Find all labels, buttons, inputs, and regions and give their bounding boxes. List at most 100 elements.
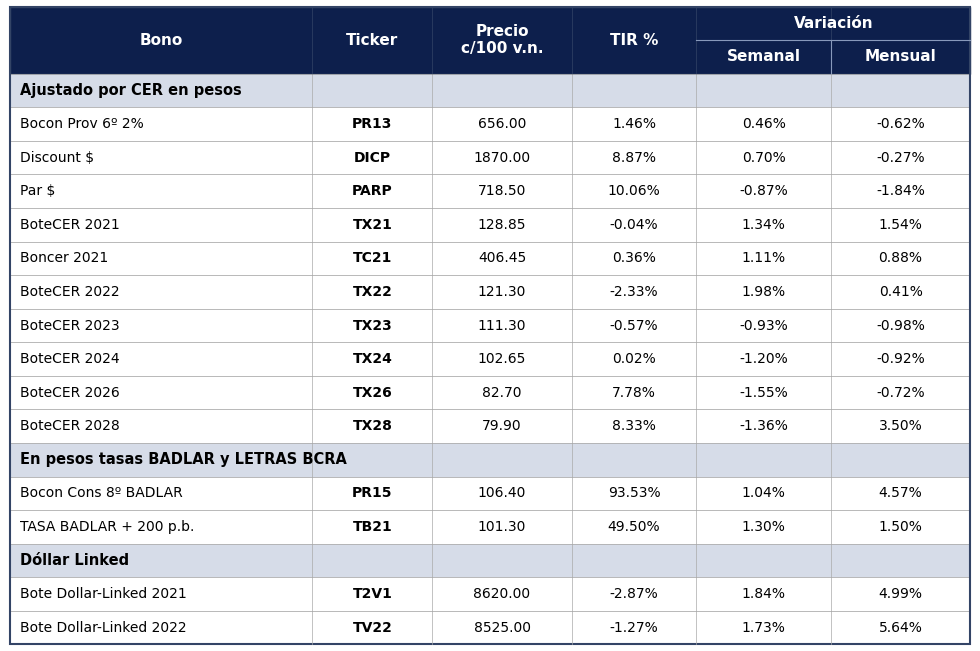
Text: 82.70: 82.70 <box>482 385 521 400</box>
Text: -1.36%: -1.36% <box>739 419 788 433</box>
Text: 8.87%: 8.87% <box>612 150 656 165</box>
Text: Bocon Prov 6º 2%: Bocon Prov 6º 2% <box>20 117 143 131</box>
Text: BoteCER 2024: BoteCER 2024 <box>20 352 120 366</box>
Bar <box>10 242 970 275</box>
Text: -1.20%: -1.20% <box>739 352 788 366</box>
Text: 1.84%: 1.84% <box>742 587 786 601</box>
Bar <box>10 409 970 443</box>
Bar <box>10 309 970 342</box>
Text: 1.04%: 1.04% <box>742 486 786 501</box>
Text: 0.41%: 0.41% <box>879 285 922 299</box>
Text: -0.72%: -0.72% <box>876 385 925 400</box>
Text: -0.98%: -0.98% <box>876 318 925 333</box>
Text: -1.84%: -1.84% <box>876 184 925 198</box>
Text: TB21: TB21 <box>353 520 392 534</box>
Text: 1.30%: 1.30% <box>742 520 786 534</box>
Text: 656.00: 656.00 <box>478 117 526 131</box>
Text: -0.27%: -0.27% <box>876 150 925 165</box>
Text: Par $: Par $ <box>20 184 55 198</box>
Text: 1870.00: 1870.00 <box>473 150 530 165</box>
Text: 101.30: 101.30 <box>478 520 526 534</box>
Text: PR15: PR15 <box>352 486 393 501</box>
Text: 8525.00: 8525.00 <box>473 620 530 635</box>
Text: Bocon Cons 8º BADLAR: Bocon Cons 8º BADLAR <box>20 486 182 501</box>
Text: En pesos tasas BADLAR y LETRAS BCRA: En pesos tasas BADLAR y LETRAS BCRA <box>20 452 347 467</box>
Text: 3.50%: 3.50% <box>879 419 922 433</box>
Bar <box>10 544 970 577</box>
Text: 93.53%: 93.53% <box>608 486 661 501</box>
Text: DICP: DICP <box>354 150 391 165</box>
Text: Ticker: Ticker <box>346 33 399 48</box>
Bar <box>10 376 970 409</box>
Text: BoteCER 2026: BoteCER 2026 <box>20 385 120 400</box>
Text: PR13: PR13 <box>352 117 393 131</box>
Text: 8620.00: 8620.00 <box>473 587 530 601</box>
Text: 1.54%: 1.54% <box>879 218 922 232</box>
Text: 0.70%: 0.70% <box>742 150 786 165</box>
Text: TX26: TX26 <box>353 385 392 400</box>
Bar <box>10 141 970 174</box>
Text: -0.93%: -0.93% <box>739 318 788 333</box>
Text: 10.06%: 10.06% <box>608 184 661 198</box>
Text: 4.57%: 4.57% <box>879 486 922 501</box>
Text: 718.50: 718.50 <box>478 184 526 198</box>
Text: 0.88%: 0.88% <box>879 251 922 266</box>
Text: 8.33%: 8.33% <box>612 419 656 433</box>
Text: TX23: TX23 <box>353 318 392 333</box>
Text: -0.04%: -0.04% <box>610 218 659 232</box>
Text: TC21: TC21 <box>353 251 392 266</box>
Text: Semanal: Semanal <box>727 49 801 64</box>
Text: 49.50%: 49.50% <box>608 520 661 534</box>
Text: Discount $: Discount $ <box>20 150 94 165</box>
Bar <box>10 342 970 376</box>
Text: 1.73%: 1.73% <box>742 620 786 635</box>
Text: 1.11%: 1.11% <box>742 251 786 266</box>
Text: 1.50%: 1.50% <box>879 520 922 534</box>
Text: 79.90: 79.90 <box>482 419 521 433</box>
Text: Variación: Variación <box>794 16 873 31</box>
Bar <box>10 443 970 477</box>
Text: -1.55%: -1.55% <box>739 385 788 400</box>
Text: TX21: TX21 <box>353 218 392 232</box>
Text: 0.46%: 0.46% <box>742 117 786 131</box>
Text: 1.98%: 1.98% <box>742 285 786 299</box>
Bar <box>10 7 970 74</box>
Text: Bote Dollar-Linked 2022: Bote Dollar-Linked 2022 <box>20 620 186 635</box>
Bar <box>10 174 970 208</box>
Text: 406.45: 406.45 <box>478 251 526 266</box>
Text: TIR %: TIR % <box>610 33 659 48</box>
Bar <box>10 208 970 242</box>
Text: 111.30: 111.30 <box>478 318 526 333</box>
Text: PARP: PARP <box>352 184 393 198</box>
Text: Bote Dollar-Linked 2021: Bote Dollar-Linked 2021 <box>20 587 186 601</box>
Text: BoteCER 2028: BoteCER 2028 <box>20 419 120 433</box>
Text: Boncer 2021: Boncer 2021 <box>20 251 108 266</box>
Text: T2V1: T2V1 <box>353 587 392 601</box>
Text: 121.30: 121.30 <box>478 285 526 299</box>
Bar <box>10 577 970 611</box>
Text: Ajustado por CER en pesos: Ajustado por CER en pesos <box>20 83 241 98</box>
Text: 4.99%: 4.99% <box>879 587 922 601</box>
Bar <box>10 611 970 644</box>
Text: BoteCER 2022: BoteCER 2022 <box>20 285 120 299</box>
Text: Precio
c/100 v.n.: Precio c/100 v.n. <box>461 24 543 56</box>
Text: 128.85: 128.85 <box>478 218 526 232</box>
Bar <box>10 477 970 510</box>
Text: -1.27%: -1.27% <box>610 620 659 635</box>
Text: Mensual: Mensual <box>864 49 937 64</box>
Text: -2.87%: -2.87% <box>610 587 659 601</box>
Text: 0.02%: 0.02% <box>612 352 656 366</box>
Text: 0.36%: 0.36% <box>612 251 656 266</box>
Text: TX28: TX28 <box>353 419 392 433</box>
Text: 106.40: 106.40 <box>478 486 526 501</box>
Bar <box>10 510 970 544</box>
Text: TX24: TX24 <box>353 352 392 366</box>
Text: TASA BADLAR + 200 p.b.: TASA BADLAR + 200 p.b. <box>20 520 194 534</box>
Text: -2.33%: -2.33% <box>610 285 659 299</box>
Bar <box>10 74 970 107</box>
Bar <box>10 275 970 309</box>
Text: BoteCER 2021: BoteCER 2021 <box>20 218 120 232</box>
Text: -0.62%: -0.62% <box>876 117 925 131</box>
Text: TX22: TX22 <box>353 285 392 299</box>
Text: 5.64%: 5.64% <box>879 620 922 635</box>
